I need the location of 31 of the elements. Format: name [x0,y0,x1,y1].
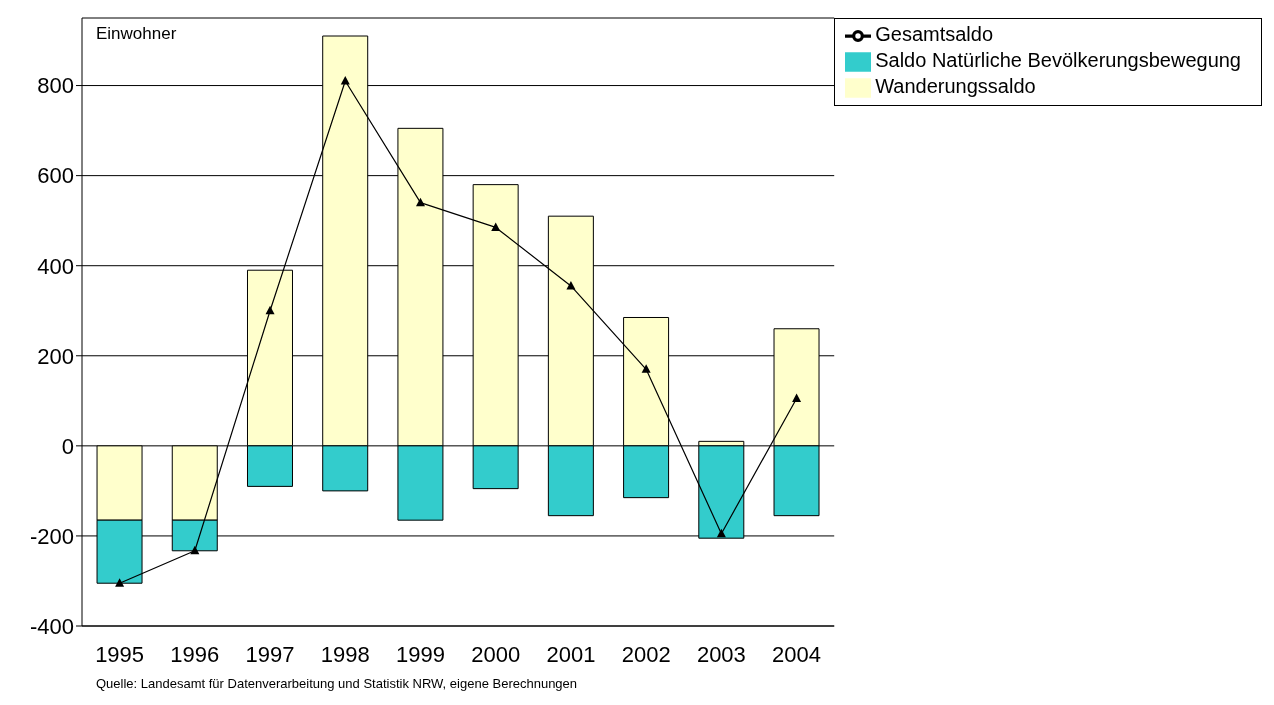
point [415,197,425,207]
point [716,528,726,538]
point [190,545,200,555]
x-tick-label: 1995 [95,641,145,667]
x-tick-label: 1999 [396,641,445,667]
y-axis-title: Einwohner [96,24,177,44]
y-tick-label: 400 [37,253,74,279]
x-tick-label: 2004 [772,641,822,667]
y-tick-label: -400 [29,613,74,639]
x-tick-label: 2003 [696,641,746,667]
point [792,393,802,403]
y-tick-label: -200 [29,523,74,549]
x-tick-label: 1998 [320,641,370,667]
y-tick-label: 200 [37,343,74,369]
point [491,222,501,231]
point [340,76,350,85]
point [115,578,125,587]
y-tick-label: 800 [37,73,74,99]
x-tick-label: 1997 [245,641,295,667]
point [265,305,275,315]
y-tick-label: 0 [61,433,74,459]
legend-label: Saldo Natürliche Bevölkerungsbewegung [875,49,1241,72]
x-tick-label: 2002 [621,641,671,667]
legend-label: Gesamtsaldo [875,23,994,46]
source-note: Quelle: Landesamt für Datenverarbeitung und Statistik NRW, eigene Berechnungen [96,676,579,691]
x-tick-label: 2001 [546,641,596,667]
legend-label: Wanderungssaldo [875,75,1036,98]
y-tick-label: 600 [37,163,74,189]
x-tick-label: 2000 [471,641,521,667]
x-tick-label: 1996 [170,641,220,667]
point [641,364,651,373]
